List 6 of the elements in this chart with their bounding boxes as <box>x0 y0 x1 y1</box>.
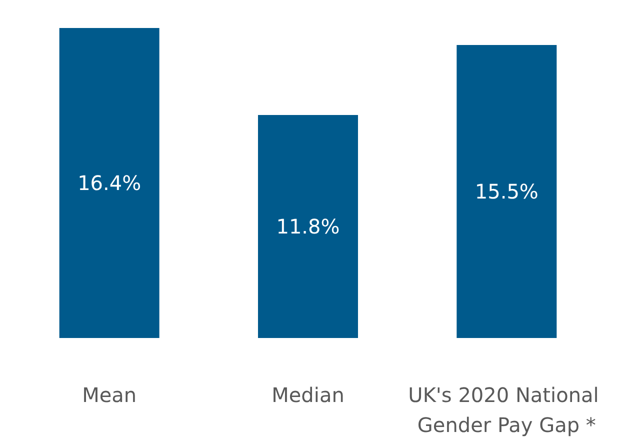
x-tick-label: UK's 2020 National Gender Pay Gap * <box>408 383 606 437</box>
data-label: 15.5% <box>474 180 538 204</box>
x-tick-label: Median <box>272 383 344 407</box>
data-label: 16.4% <box>78 171 142 195</box>
data-label: 11.8% <box>276 214 340 238</box>
x-tick-label: Mean <box>82 383 137 407</box>
